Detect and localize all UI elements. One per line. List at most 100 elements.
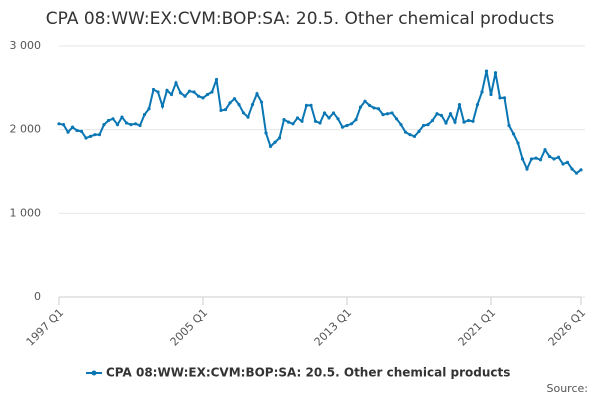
point bbox=[205, 92, 210, 97]
point bbox=[426, 123, 430, 127]
point bbox=[358, 105, 363, 109]
point bbox=[192, 90, 196, 94]
point bbox=[138, 123, 142, 128]
point bbox=[228, 101, 232, 105]
point bbox=[237, 102, 241, 107]
point bbox=[367, 103, 372, 108]
point bbox=[457, 102, 462, 107]
point bbox=[381, 113, 385, 117]
point bbox=[336, 117, 340, 121]
point bbox=[273, 140, 277, 144]
point bbox=[97, 133, 102, 137]
point bbox=[66, 130, 70, 134]
point bbox=[327, 116, 331, 120]
point bbox=[259, 100, 264, 104]
point bbox=[147, 107, 151, 111]
point bbox=[552, 157, 556, 161]
point bbox=[570, 167, 574, 171]
point bbox=[543, 148, 547, 152]
point bbox=[502, 96, 507, 100]
x-tick-label: 2026 Q1 bbox=[546, 306, 589, 349]
point bbox=[408, 133, 412, 137]
point bbox=[520, 157, 525, 161]
point bbox=[417, 129, 421, 133]
point bbox=[142, 113, 147, 117]
point bbox=[246, 115, 250, 119]
point bbox=[534, 156, 538, 160]
point bbox=[165, 88, 169, 92]
point bbox=[561, 162, 565, 166]
point bbox=[430, 118, 435, 123]
point bbox=[340, 125, 345, 129]
point bbox=[304, 103, 309, 108]
point bbox=[124, 121, 129, 125]
point bbox=[453, 120, 457, 124]
point bbox=[498, 96, 502, 100]
point bbox=[547, 154, 552, 159]
point bbox=[309, 103, 313, 108]
point bbox=[439, 113, 444, 118]
point bbox=[174, 81, 178, 85]
point bbox=[489, 92, 493, 97]
x-tick-label: 2021 Q1 bbox=[456, 306, 499, 349]
point bbox=[214, 77, 219, 82]
point bbox=[232, 97, 237, 101]
y-tick-label: 2 000 bbox=[10, 123, 42, 136]
point bbox=[349, 122, 354, 126]
point bbox=[475, 102, 480, 107]
point bbox=[385, 112, 390, 116]
x-tick-label: 2013 Q1 bbox=[312, 306, 355, 349]
point bbox=[421, 123, 426, 128]
point bbox=[255, 92, 259, 96]
point bbox=[318, 121, 322, 125]
point bbox=[448, 112, 453, 116]
point bbox=[354, 118, 358, 122]
point bbox=[471, 119, 475, 123]
chart-title: CPA 08:WW:EX:CVM:BOP:SA: 20.5. Other che… bbox=[46, 9, 555, 29]
point bbox=[511, 132, 516, 136]
x-tick-label: 2005 Q1 bbox=[168, 306, 211, 349]
point bbox=[525, 167, 529, 171]
point bbox=[133, 122, 138, 126]
point bbox=[183, 94, 187, 98]
point bbox=[444, 121, 448, 125]
point bbox=[264, 131, 268, 135]
y-tick-label: 3 000 bbox=[10, 39, 42, 52]
point bbox=[106, 118, 111, 123]
point bbox=[75, 128, 79, 133]
point bbox=[160, 104, 165, 108]
source: Source: bbox=[547, 382, 589, 395]
point bbox=[574, 171, 579, 175]
point bbox=[403, 130, 408, 134]
point bbox=[565, 160, 570, 164]
point bbox=[201, 96, 205, 100]
point bbox=[484, 69, 489, 73]
point bbox=[196, 94, 201, 98]
point bbox=[268, 144, 273, 148]
point bbox=[331, 111, 336, 115]
point bbox=[241, 111, 246, 115]
point bbox=[390, 111, 394, 115]
y-tick-label: 1 000 bbox=[10, 206, 42, 219]
point bbox=[84, 136, 88, 140]
point bbox=[313, 119, 318, 123]
point bbox=[156, 90, 160, 94]
point bbox=[79, 129, 84, 133]
point bbox=[507, 123, 511, 128]
point bbox=[277, 136, 282, 140]
point bbox=[462, 120, 466, 124]
point bbox=[579, 168, 583, 172]
point bbox=[372, 106, 376, 110]
point bbox=[178, 91, 183, 95]
point bbox=[300, 119, 304, 123]
point bbox=[345, 123, 349, 128]
point bbox=[394, 117, 399, 121]
point bbox=[70, 125, 75, 129]
point bbox=[187, 89, 192, 93]
point bbox=[516, 141, 520, 145]
legend-marker bbox=[91, 370, 97, 376]
point bbox=[151, 87, 156, 92]
point bbox=[282, 118, 286, 122]
point bbox=[435, 112, 439, 116]
